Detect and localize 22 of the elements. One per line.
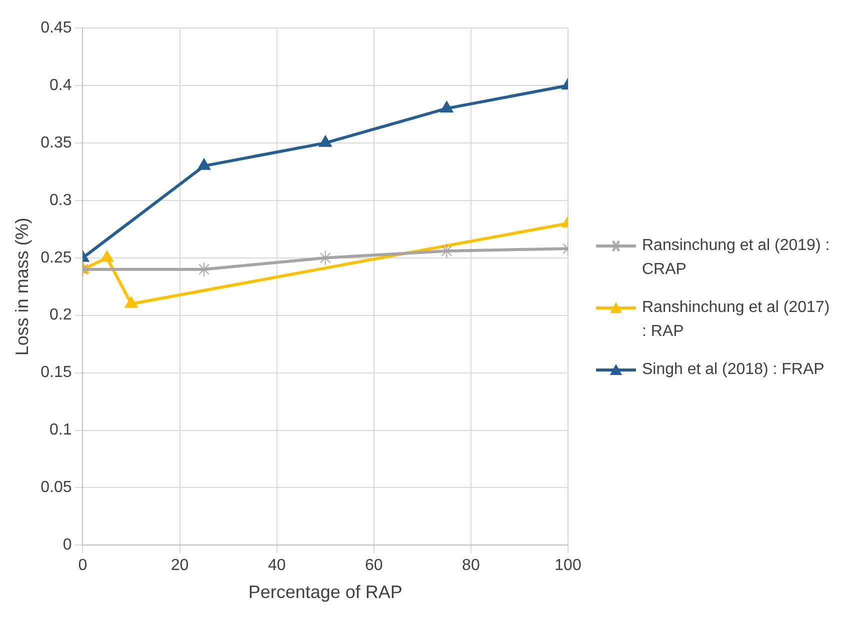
x-tick-label: 20 <box>170 557 189 574</box>
y-tick-label: 0.35 <box>40 134 72 152</box>
point <box>318 135 332 147</box>
x-tick-label: 80 <box>462 557 480 574</box>
y-tick-label: 0.4 <box>49 76 72 94</box>
x-tick-label: 60 <box>365 557 383 574</box>
x-axis-title: Percentage of RAP <box>248 582 402 602</box>
y-tick-label: 0.05 <box>40 479 72 496</box>
x-tick-label: 0 <box>78 557 88 574</box>
y-tick-label: 0.45 <box>40 19 72 36</box>
legend-label: Singh et al (2018) : FRAP <box>642 360 824 380</box>
y-tick-label: 0.25 <box>40 249 72 266</box>
y-axis-title: Loss in mass (%) <box>12 218 32 356</box>
y-tick-label: 0 <box>62 536 72 554</box>
y-tick-label: 0.2 <box>49 306 72 324</box>
x-tick-label: 100 <box>554 557 582 574</box>
y-tick-label: 0.15 <box>40 364 72 382</box>
x-tick-label: 40 <box>268 557 286 574</box>
y-tick-label: 0.3 <box>49 192 72 209</box>
y-tick-label: 0.1 <box>49 422 72 439</box>
legend-label: Ransinchung et al (2019) : CRAP <box>642 236 831 280</box>
legend-label: Ranshinchung et al (2017) : RAP <box>642 298 831 342</box>
